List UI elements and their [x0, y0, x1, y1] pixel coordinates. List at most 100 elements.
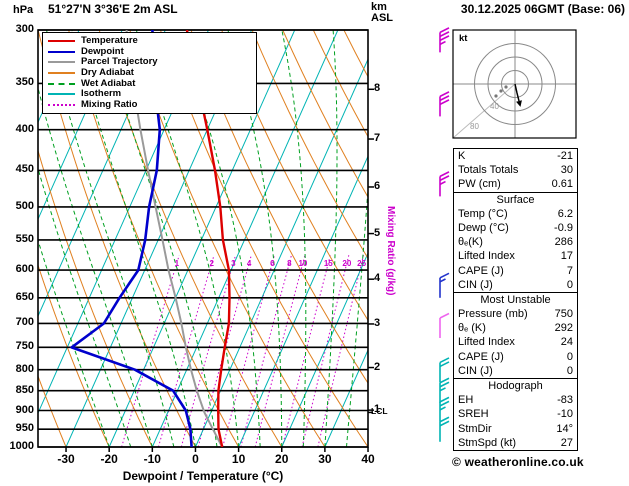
table-section-header: Hodograph: [454, 378, 577, 393]
legend-label: Temperature: [81, 35, 138, 47]
table-row: Temp (°C) 6.2: [458, 207, 573, 220]
table-row: CIN (J) 0: [458, 364, 573, 377]
lcl-marker-label: LCL: [371, 406, 388, 416]
hodograph-dot: [504, 85, 508, 89]
mixing-ratio-lines: [121, 255, 364, 447]
pressure-axis-unit: hPa: [13, 4, 34, 16]
km-tick-label: 4: [374, 272, 381, 285]
hodograph-dot: [494, 94, 498, 98]
pressure-tick-label: 550: [15, 232, 34, 245]
table-section-header: Most Unstable: [454, 291, 577, 307]
legend-item: Dewpoint: [48, 46, 251, 58]
pressure-tick-label: 350: [15, 76, 34, 89]
x-axis-label: Dewpoint / Temperature (°C): [122, 469, 284, 483]
wet_adiabat-line-sample: [48, 82, 75, 85]
km-tick-label: 8: [374, 82, 381, 95]
table-row: Lifted Index 24: [458, 336, 573, 349]
pressure-tick-label: 700: [15, 316, 34, 329]
svg-text:4: 4: [247, 259, 252, 268]
legend-item: Wet Adiabat: [48, 78, 251, 89]
hodograph-border: [452, 29, 577, 139]
pressure-tick-label: 1000: [9, 440, 34, 452]
axis-ticks: [65, 88, 374, 452]
svg-text:1: 1: [175, 259, 180, 268]
table-row: StmDir 14°: [458, 422, 573, 435]
table-row: CAPE (J) 7: [458, 264, 573, 277]
indices-table: K -21 Totals Totals 30 PW (cm) 0.61 Surface Tem…: [453, 148, 578, 451]
wind-barb: [439, 396, 450, 422]
km-tick-label: 5: [374, 226, 381, 239]
dry_adiabat-line-sample: [48, 72, 75, 75]
datetime-title: 30.12.2025 06GMT (Base: 06): [460, 2, 625, 16]
wind-barb: [439, 312, 450, 338]
km-tick-label: 2: [374, 360, 381, 373]
km-tick-label: 3: [374, 316, 381, 329]
temp-tick-label: 20: [275, 452, 289, 466]
table-row: Totals Totals 30: [458, 164, 573, 177]
legend-item: Mixing Ratio: [48, 98, 251, 111]
km-label: km: [371, 1, 387, 13]
temp-tick-label: 30: [318, 452, 332, 466]
asl-label: ASL: [371, 12, 393, 24]
legend-label: Isotherm: [81, 88, 122, 100]
svg-text:20: 20: [342, 259, 351, 268]
table-row: K -21: [458, 150, 573, 162]
isotherm-line-sample: [48, 93, 75, 96]
pressure-tick-label: 450: [15, 163, 34, 176]
hodograph-arrow: [516, 100, 522, 107]
legend: Temperature Dewpoint Parcel Trajectory Dry …: [42, 32, 257, 115]
parcel-curve: [125, 30, 224, 447]
legend-item: Parcel Trajectory: [48, 57, 251, 68]
copyright-credit: © weatheronline.co.uk: [452, 455, 584, 469]
temp-tick-label: -20: [100, 452, 118, 466]
legend-item: Dry Adiabat: [48, 68, 251, 79]
legend-label: Dry Adiabat: [81, 67, 134, 79]
legend-label: Parcel Trajectory: [81, 56, 158, 68]
parcel-line-sample: [48, 61, 75, 64]
hodograph: 40 80: [453, 30, 576, 138]
legend-item: Isotherm: [48, 89, 251, 100]
svg-text:6: 6: [270, 259, 275, 268]
table-row: StmSpd (kt) 27: [458, 436, 573, 449]
table-row: CIN (J) 0: [458, 278, 573, 291]
wind-barb: [439, 272, 450, 298]
dewpoint-curve: [70, 30, 193, 447]
km-tick-label: 6: [374, 179, 381, 192]
legend-label: Mixing Ratio: [81, 98, 138, 110]
temp-tick-label: 0: [192, 452, 199, 466]
pressure-tick-label: 800: [15, 362, 34, 375]
table-row: SREH -10: [458, 408, 573, 421]
temperature-curve: [185, 30, 231, 447]
table-row: Lifted Index 17: [458, 250, 573, 263]
svg-text:2: 2: [210, 259, 215, 268]
table-section-header: Surface: [454, 191, 577, 207]
wind-barb: [439, 357, 450, 383]
table-row: PW (cm) 0.61: [458, 178, 573, 191]
temp-tick-label: -30: [57, 452, 75, 466]
hodograph-ring-label: 40: [490, 102, 499, 111]
hodograph-unit-label: kt: [459, 33, 468, 44]
wind-barb: [439, 91, 450, 117]
legend-item: Temperature: [48, 36, 251, 47]
table-row: EH -83: [458, 394, 573, 407]
mixing-ratio-labels: 1 2 3 4 6 8 10 15 20 25: [175, 259, 367, 268]
pressure-tick-label: 300: [15, 23, 34, 35]
km-tick-label: 7: [374, 132, 381, 145]
pressure-tick-label: 950: [15, 422, 34, 435]
pressure-tick-label: 850: [15, 383, 34, 396]
table-row: Dewp (°C) -0.9: [458, 221, 573, 234]
temp-tick-label: -10: [143, 452, 161, 466]
table-row: CAPE (J) 0: [458, 350, 573, 363]
pressure-tick-label: 650: [15, 290, 34, 303]
pressure-tick-label: 900: [15, 403, 34, 416]
mixing-ratio-axis-label: Mixing Ratio (g/kg): [385, 206, 396, 296]
dewpoint-line-sample: [48, 50, 75, 53]
station-title: 51°27'N 3°36'E 2m ASL: [48, 2, 178, 16]
plot-border: [37, 29, 369, 448]
temp-tick-label: 10: [231, 452, 246, 466]
table-row: θₑ(K) 286: [458, 236, 573, 249]
wind-barb: [439, 27, 450, 53]
wind-barb: [439, 171, 450, 197]
